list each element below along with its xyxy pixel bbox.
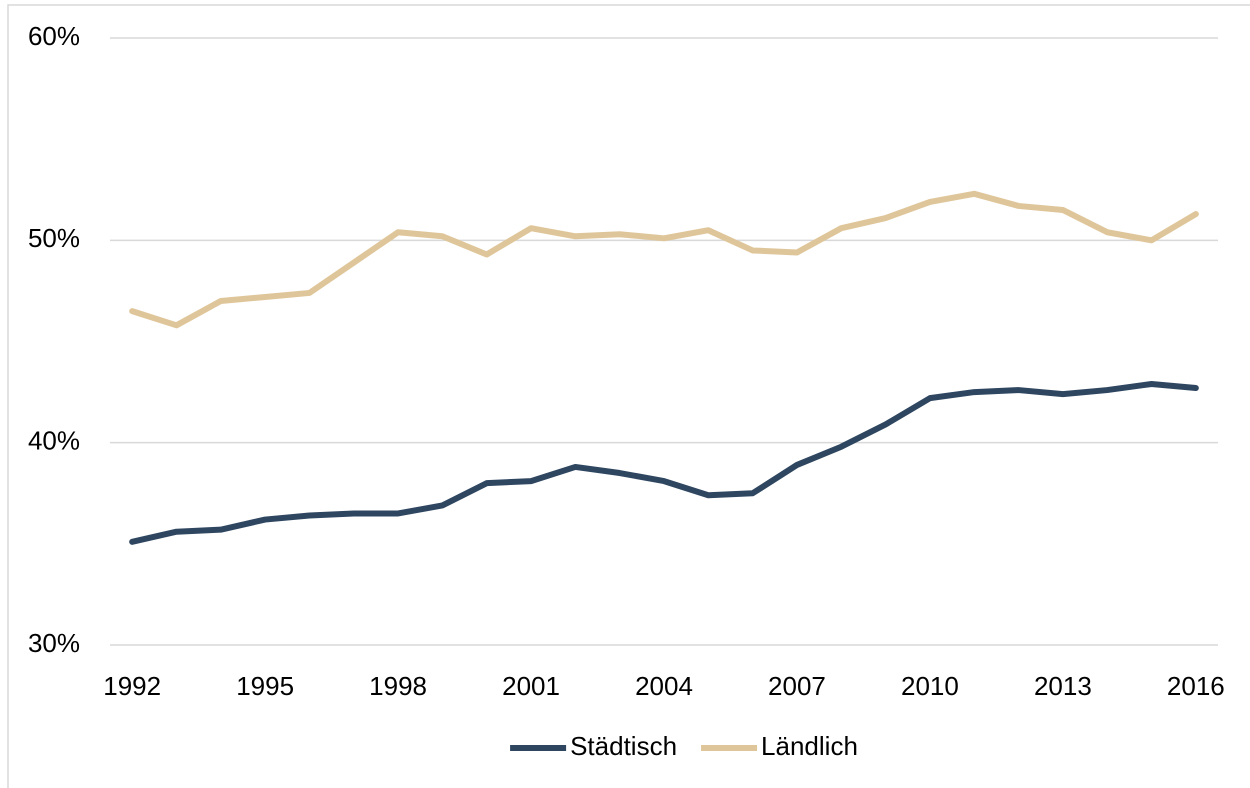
x-tick-label: 2001 bbox=[502, 671, 560, 701]
x-tick-label: 1998 bbox=[369, 671, 427, 701]
x-tick-label: 2004 bbox=[635, 671, 693, 701]
series-line bbox=[129, 380, 1199, 545]
x-tick-label: 2010 bbox=[901, 671, 959, 701]
y-tick-label: 60% bbox=[28, 21, 80, 51]
series-line bbox=[129, 190, 1199, 329]
x-tick-label: 2013 bbox=[1034, 671, 1092, 701]
x-tick-label: 1995 bbox=[236, 671, 294, 701]
x-tick-label: 1992 bbox=[103, 671, 161, 701]
x-tick-label: 2016 bbox=[1167, 671, 1225, 701]
y-tick-label: 50% bbox=[28, 223, 80, 253]
x-tick-label: 2007 bbox=[768, 671, 826, 701]
legend-label: Städtisch bbox=[570, 731, 677, 761]
y-tick-label: 30% bbox=[28, 628, 80, 658]
chart-frame bbox=[7, 4, 1250, 788]
legend-label: Ländlich bbox=[761, 731, 858, 761]
y-tick-label: 40% bbox=[28, 426, 80, 456]
